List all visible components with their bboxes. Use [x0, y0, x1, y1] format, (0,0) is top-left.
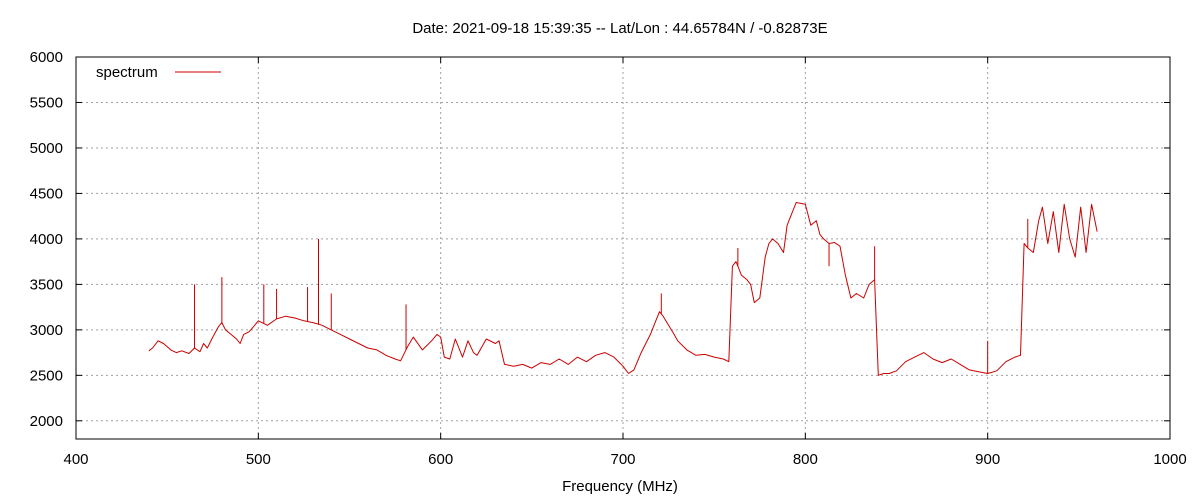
- y-tick-label: 5500: [30, 94, 63, 111]
- y-tick-label: 2500: [30, 367, 63, 384]
- y-tick-label: 4000: [30, 231, 63, 248]
- series-layer: [148, 202, 1098, 376]
- y-tick-label: 3000: [30, 322, 63, 339]
- series-line-spectrum: [148, 202, 1098, 376]
- legend: spectrum: [96, 64, 221, 81]
- x-tick-label: 500: [246, 451, 271, 468]
- y-tick-label: 2000: [30, 413, 63, 430]
- grid-lines: [76, 57, 1170, 439]
- chart-title: Date: 2021-09-18 15:39:35 -- Lat/Lon : 4…: [412, 20, 827, 37]
- y-tick-label: 3500: [30, 276, 63, 293]
- x-tick-label: 600: [428, 451, 453, 468]
- x-tick-label: 400: [63, 451, 88, 468]
- x-axis-label: Frequency (MHz): [562, 478, 678, 495]
- x-tick-label: 700: [610, 451, 635, 468]
- legend-label-spectrum: spectrum: [96, 64, 158, 81]
- x-tick-label: 900: [975, 451, 1000, 468]
- y-tick-label: 5000: [30, 140, 63, 157]
- y-tick-label: 6000: [30, 49, 63, 66]
- axis-ticks: 400 500 600 700 800 900 1000 2000 2500 3000 3500 40…: [30, 49, 1187, 468]
- x-tick-label: 800: [793, 451, 818, 468]
- y-tick-label: 4500: [30, 185, 63, 202]
- x-tick-label: 1000: [1153, 451, 1186, 468]
